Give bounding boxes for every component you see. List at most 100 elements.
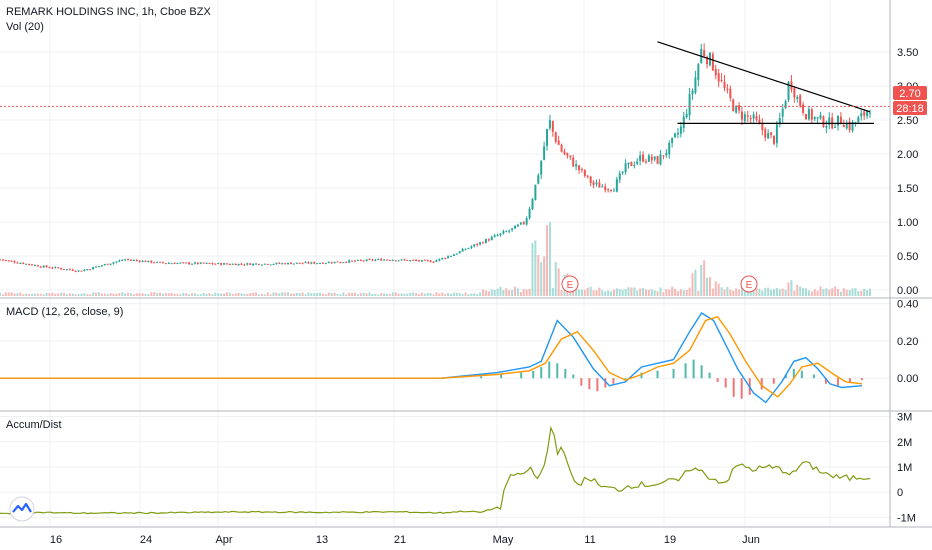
candle-body[interactable] <box>851 121 854 131</box>
candle-body[interactable] <box>706 56 709 65</box>
candle-body[interactable] <box>508 230 511 232</box>
candle-body[interactable] <box>499 233 502 236</box>
candle-body[interactable] <box>45 265 48 268</box>
candle-body[interactable] <box>25 263 28 265</box>
candle-body[interactable] <box>231 263 234 265</box>
candle-body[interactable] <box>461 248 464 252</box>
candle-body[interactable] <box>249 263 252 265</box>
candle-body[interactable] <box>671 137 674 144</box>
candle-body[interactable] <box>732 99 735 112</box>
macd-label[interactable]: MACD (12, 26, close, 9) <box>6 306 123 318</box>
candle-body[interactable] <box>237 263 240 266</box>
candle-body[interactable] <box>866 111 869 117</box>
candle-body[interactable] <box>810 109 813 120</box>
candle-body[interactable] <box>476 243 479 245</box>
candle-body[interactable] <box>319 263 322 265</box>
candle-body[interactable] <box>534 184 537 200</box>
candle-body[interactable] <box>543 146 546 160</box>
trendline-annotations[interactable] <box>0 41 890 125</box>
candle-body[interactable] <box>217 262 220 264</box>
candle-body[interactable] <box>482 242 485 244</box>
candle-body[interactable] <box>269 264 272 266</box>
candle-body[interactable] <box>505 231 508 233</box>
candle-body[interactable] <box>199 262 202 264</box>
candle-body[interactable] <box>586 175 589 177</box>
candle-body[interactable] <box>86 269 89 271</box>
candle-body[interactable] <box>106 263 109 265</box>
candle-body[interactable] <box>514 225 517 229</box>
candle-body[interactable] <box>740 111 743 120</box>
candle-body[interactable] <box>598 182 601 188</box>
candle-body[interactable] <box>147 260 150 263</box>
candle-body[interactable] <box>653 156 656 160</box>
candle-body[interactable] <box>493 235 496 237</box>
candle-body[interactable] <box>455 253 458 255</box>
candle-body[interactable] <box>278 262 281 264</box>
candle-body[interactable] <box>92 266 95 270</box>
candle-body[interactable] <box>816 117 819 119</box>
candle-body[interactable] <box>281 263 284 265</box>
candle-body[interactable] <box>0 259 1 261</box>
candle-body[interactable] <box>380 258 383 261</box>
candle-body[interactable] <box>403 259 406 261</box>
candle-body[interactable] <box>490 236 493 241</box>
candle-body[interactable] <box>383 259 386 261</box>
candle-body[interactable] <box>417 260 420 262</box>
candle-body[interactable] <box>845 123 848 129</box>
candle-body[interactable] <box>225 263 228 265</box>
candle-body[interactable] <box>182 262 185 264</box>
volume-label[interactable]: Vol (20) <box>6 21 44 33</box>
candle-body[interactable] <box>484 239 487 244</box>
candle-body[interactable] <box>723 81 726 89</box>
candle-body[interactable] <box>208 262 211 264</box>
candle-body[interactable] <box>13 261 16 263</box>
candle-body[interactable] <box>429 260 432 263</box>
candle-body[interactable] <box>234 263 237 266</box>
candle-body[interactable] <box>243 264 246 266</box>
candle-body[interactable] <box>569 155 572 158</box>
candle-body[interactable] <box>228 263 231 265</box>
candle-body[interactable] <box>63 268 66 270</box>
candle-body[interactable] <box>345 262 348 264</box>
candle-body[interactable] <box>272 263 275 265</box>
candle-body[interactable] <box>275 262 278 264</box>
accum-dist-line[interactable] <box>0 425 871 515</box>
candle-body[interactable] <box>97 266 100 268</box>
candle-body[interactable] <box>193 262 196 264</box>
candle-body[interactable] <box>770 132 773 135</box>
candle-body[interactable] <box>703 50 706 56</box>
candle-body[interactable] <box>409 260 412 262</box>
candle-body[interactable] <box>607 189 610 191</box>
candle-body[interactable] <box>778 118 781 125</box>
candle-body[interactable] <box>682 116 685 128</box>
candle-body[interactable] <box>124 259 127 261</box>
candle-body[interactable] <box>301 263 304 265</box>
candle-body[interactable] <box>10 260 13 262</box>
candle-body[interactable] <box>159 261 162 263</box>
candle-body[interactable] <box>621 171 624 173</box>
candle-body[interactable] <box>365 259 368 262</box>
candle-body[interactable] <box>589 176 592 183</box>
candle-body[interactable] <box>388 259 391 261</box>
candle-body[interactable] <box>694 77 697 93</box>
candle-body[interactable] <box>292 263 295 265</box>
candle-body[interactable] <box>802 104 805 113</box>
candle-body[interactable] <box>77 270 80 272</box>
candle-body[interactable] <box>714 68 717 76</box>
candle-body[interactable] <box>161 262 164 264</box>
candle-body[interactable] <box>679 126 682 134</box>
candle-body[interactable] <box>627 162 630 165</box>
candle-body[interactable] <box>822 116 825 127</box>
candle-body[interactable] <box>548 120 551 129</box>
candle-body[interactable] <box>374 259 377 261</box>
candle-body[interactable] <box>65 269 68 271</box>
candle-body[interactable] <box>834 126 837 128</box>
candle-body[interactable] <box>784 101 787 109</box>
candle-body[interactable] <box>68 268 71 270</box>
candle-body[interactable] <box>255 263 258 265</box>
candle-body[interactable] <box>284 263 287 265</box>
candle-body[interactable] <box>755 116 758 120</box>
candle-body[interactable] <box>252 263 255 266</box>
candle-body[interactable] <box>246 263 249 265</box>
candle-body[interactable] <box>668 142 671 155</box>
